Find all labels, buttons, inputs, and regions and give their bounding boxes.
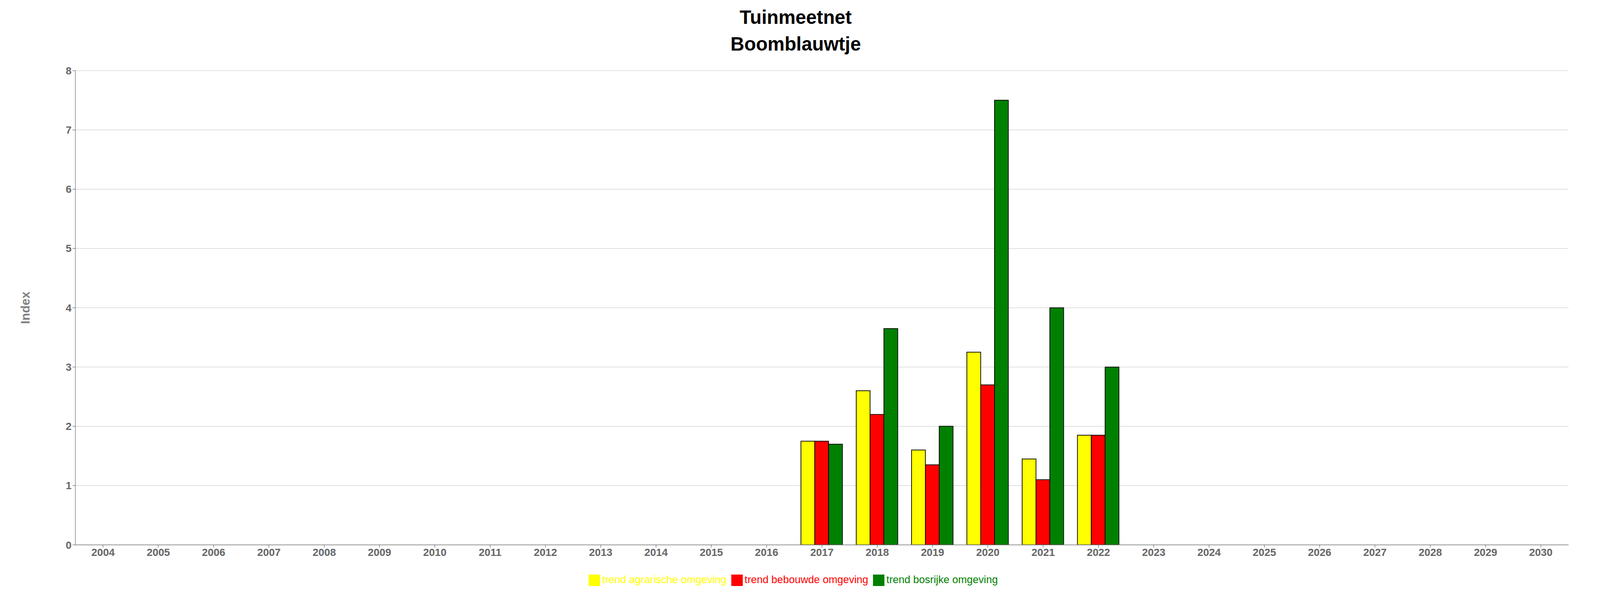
svg-text:2027: 2027 xyxy=(1363,546,1387,559)
svg-text:2009: 2009 xyxy=(367,546,392,559)
svg-text:2026: 2026 xyxy=(1308,546,1332,559)
svg-text:7: 7 xyxy=(65,124,72,136)
svg-text:2005: 2005 xyxy=(146,546,170,559)
svg-text:2028: 2028 xyxy=(1418,546,1443,559)
svg-text:8: 8 xyxy=(65,64,72,77)
svg-text:2022: 2022 xyxy=(1086,546,1111,559)
svg-text:1: 1 xyxy=(65,479,72,492)
svg-text:2021: 2021 xyxy=(1031,546,1055,559)
svg-text:2019: 2019 xyxy=(920,546,945,559)
svg-text:2013: 2013 xyxy=(589,546,613,559)
svg-text:2023: 2023 xyxy=(1142,546,1166,559)
svg-text:2020: 2020 xyxy=(976,546,1000,559)
html-text:Boomblauwtje: Boomblauwtje xyxy=(730,33,861,55)
svg-text:2007: 2007 xyxy=(257,546,281,559)
svg-text:2025: 2025 xyxy=(1252,546,1277,559)
svg-text:2008: 2008 xyxy=(312,546,336,559)
svg-text:6: 6 xyxy=(65,183,72,196)
html-text:trend bebouwde omgeving: trend bebouwde omgeving xyxy=(744,573,869,586)
svg-text:2010: 2010 xyxy=(423,546,447,559)
svg-text:2030: 2030 xyxy=(1529,546,1553,559)
svg-text:2014: 2014 xyxy=(644,546,669,559)
svg-text:4: 4 xyxy=(65,301,73,314)
svg-text:2029: 2029 xyxy=(1474,546,1498,559)
svg-text:2006: 2006 xyxy=(201,546,226,559)
svg-text:3: 3 xyxy=(65,361,72,374)
svg-text:0: 0 xyxy=(65,539,72,551)
svg-text:2011: 2011 xyxy=(478,546,502,559)
svg-text:2015: 2015 xyxy=(699,546,724,559)
html-text:Tuinmeetnet: Tuinmeetnet xyxy=(739,6,852,28)
svg-text:Index: Index xyxy=(18,290,33,324)
html-text:trend agrarische omgeving: trend agrarische omgeving xyxy=(602,573,727,586)
html-text:trend bosrijke omgeving: trend bosrijke omgeving xyxy=(886,573,998,586)
svg-text:2016: 2016 xyxy=(755,546,779,559)
svg-text:2017: 2017 xyxy=(810,546,834,559)
svg-text:2024: 2024 xyxy=(1197,546,1222,559)
svg-text:2018: 2018 xyxy=(865,546,889,559)
svg-text:2: 2 xyxy=(65,420,72,433)
svg-text:2012: 2012 xyxy=(533,546,558,559)
svg-text:2004: 2004 xyxy=(91,546,115,559)
svg-text:5: 5 xyxy=(65,242,72,255)
